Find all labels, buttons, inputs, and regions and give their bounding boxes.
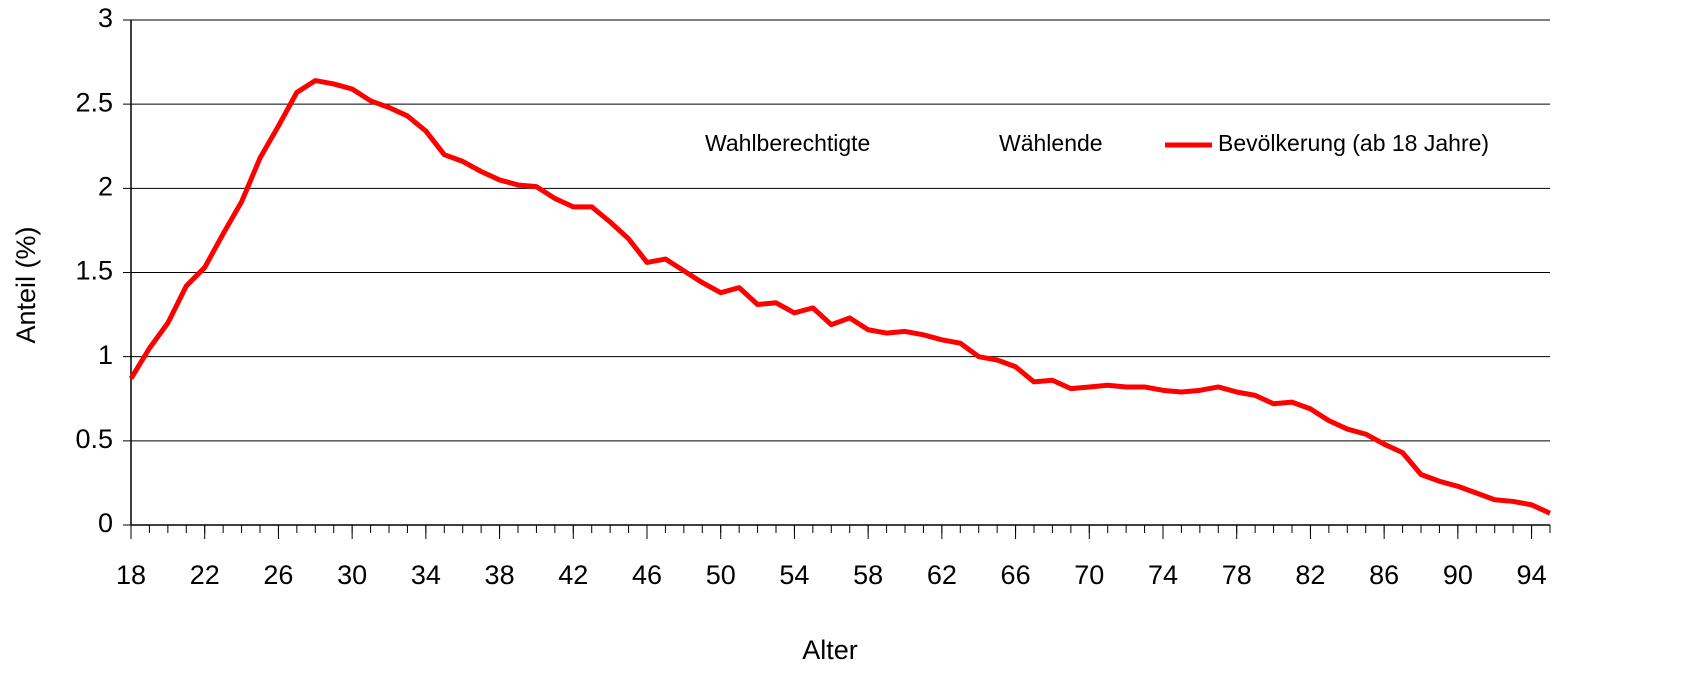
legend-label: Wahlberechtigte bbox=[705, 130, 870, 156]
legend-label: Bevölkerung (ab 18 Jahre) bbox=[1218, 130, 1489, 156]
x-tick-label: 42 bbox=[558, 560, 588, 590]
x-axis-label: Alter bbox=[802, 635, 858, 665]
y-tick-label: 1.5 bbox=[75, 256, 113, 286]
x-tick-label: 30 bbox=[337, 560, 367, 590]
x-tick-label: 34 bbox=[411, 560, 441, 590]
x-tick-label: 62 bbox=[927, 560, 957, 590]
x-tick-label: 54 bbox=[779, 560, 809, 590]
x-tick-label: 26 bbox=[263, 560, 293, 590]
y-tick-label: 3 bbox=[98, 3, 113, 33]
x-tick-label: 58 bbox=[853, 560, 883, 590]
y-axis-label: Anteil (%) bbox=[11, 226, 41, 343]
y-tick-label: 0.5 bbox=[75, 424, 113, 454]
x-tick-label: 38 bbox=[485, 560, 515, 590]
x-tick-label: 66 bbox=[1001, 560, 1031, 590]
x-tick-label: 86 bbox=[1369, 560, 1399, 590]
y-tick-label: 2 bbox=[98, 171, 113, 201]
y-tick-label: 0 bbox=[98, 508, 113, 538]
y-tick-label: 2.5 bbox=[75, 87, 113, 117]
y-tick-label: 1 bbox=[98, 340, 113, 370]
x-tick-label: 50 bbox=[706, 560, 736, 590]
x-tick-label: 74 bbox=[1148, 560, 1178, 590]
x-tick-label: 90 bbox=[1443, 560, 1473, 590]
x-tick-label: 94 bbox=[1517, 560, 1547, 590]
x-tick-label: 22 bbox=[190, 560, 220, 590]
x-tick-label: 70 bbox=[1074, 560, 1104, 590]
x-tick-label: 82 bbox=[1295, 560, 1325, 590]
line bbox=[128, 78, 1552, 516]
x-tick-label: 46 bbox=[632, 560, 662, 590]
legend-label: Wählende bbox=[999, 130, 1103, 156]
x-tick-label: 18 bbox=[116, 560, 146, 590]
x-tick-label: 78 bbox=[1222, 560, 1252, 590]
